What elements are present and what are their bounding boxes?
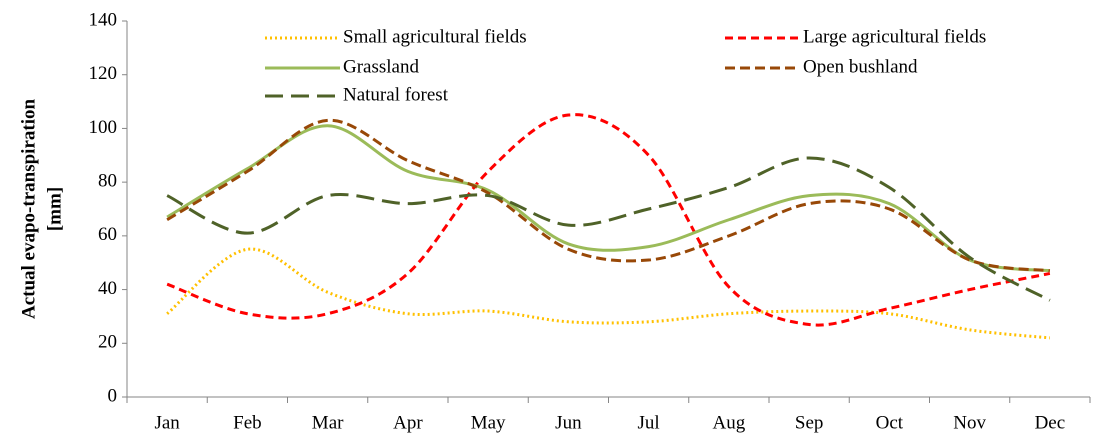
x-tick-label: Jul [638,412,660,433]
y-tick-label: 140 [89,9,118,30]
legend-label: Natural forest [343,84,449,105]
x-tick-label: Feb [233,412,262,433]
x-tick-label: May [471,412,506,433]
legend-label: Grassland [343,56,419,77]
x-tick-label: Jun [555,412,582,433]
legend-label: Large agricultural fields [803,26,986,47]
legend-label: Open bushland [803,56,918,77]
x-tick-label: Apr [393,412,423,433]
y-axis-label: Actual evapo-transpiration [18,99,39,320]
series-line [166,124,1051,273]
x-tick-label: Dec [1035,412,1066,433]
legend-label: Small agricultural fields [343,26,527,47]
x-tick-label: Nov [953,412,986,433]
y-tick-label: 60 [98,224,117,245]
y-tick-label: 100 [89,117,118,138]
series-line [166,118,1051,273]
series-line [166,156,1051,302]
x-tick-label: Sep [795,412,824,433]
x-tick-label: Mar [312,412,344,433]
series-line [166,247,1051,340]
y-tick-label: 120 [89,63,118,84]
y-tick-label: 0 [108,385,118,406]
x-tick-label: Aug [713,412,746,433]
y-tick-label: 40 [98,278,117,299]
y-axis-label: [mm] [44,187,65,231]
y-tick-label: 20 [98,332,117,353]
x-tick-label: Jan [154,412,180,433]
y-tick-label: 80 [98,171,117,192]
x-tick-label: Oct [876,412,904,433]
